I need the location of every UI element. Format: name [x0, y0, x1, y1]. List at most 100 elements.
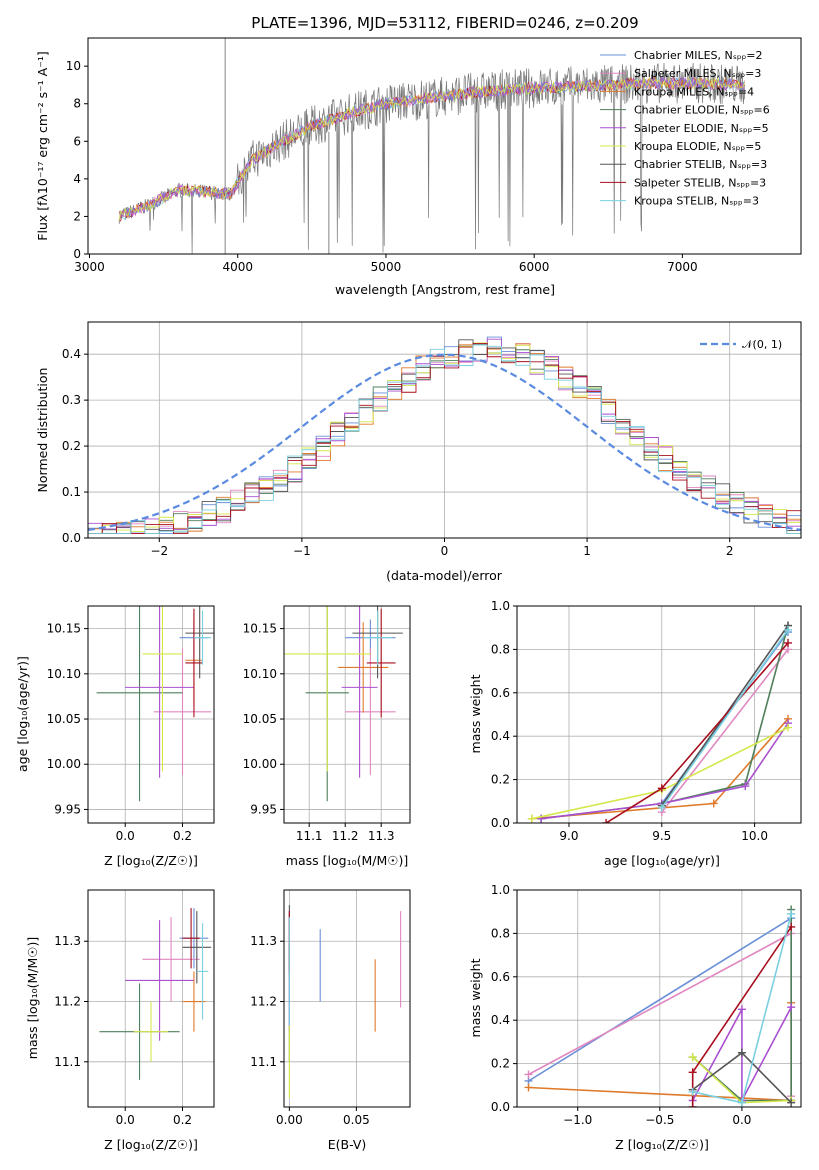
spectrum-ytick-label-4: 8 [73, 97, 81, 111]
weight-vs-Z-marker-1-0 [524, 1070, 533, 1079]
age-vs-Z-ytick-label-4: 10.15 [47, 622, 81, 636]
age-vs-mass-frame [283, 605, 411, 824]
legend-label-0: Chabrier MILES, Nₛₚₚ=2 [634, 49, 763, 62]
weight-vs-Z-marker-6-2 [787, 1098, 796, 1107]
weight-vs-age-ytick-label-4: 0.8 [491, 642, 510, 656]
spectrum-xtick-label-4: 7000 [667, 260, 698, 274]
age-vs-Z-frame [87, 605, 215, 824]
residual-hist-8 [88, 344, 801, 534]
weight-vs-Z-ytick-label-0: 0.0 [491, 1100, 510, 1114]
legend-label-normal: 𝒩(0, 1) [742, 338, 782, 351]
spectrum-title: PLATE=1396, MJD=53112, FIBERID=0246, z=0… [251, 14, 638, 32]
spectrum-panel: PLATE=1396, MJD=53112, FIBERID=0246, z=0… [35, 14, 802, 297]
weight-vs-z-ylabel: mass weight [468, 958, 483, 1037]
weight-vs-Z-ytick-label-2: 0.4 [491, 1013, 510, 1027]
weight-vs-age-marker-8-1 [784, 625, 793, 634]
legend-label-1: Salpeter MILES, Nₛₚₚ=3 [634, 67, 761, 80]
legend-label-4: Salpeter ELODIE, Nₛₚₚ=5 [634, 122, 769, 135]
weight-vs-age-series-8 [661, 629, 789, 809]
age-vs-mass-xtick-label-2: 11.3 [368, 829, 395, 843]
mass-vs-EBV-ytick-label-0: 11.1 [250, 1055, 277, 1069]
model-spectrum-5 [118, 76, 746, 222]
weight-vs-age-marker-4-2 [741, 782, 750, 791]
spectrum-plot-area [118, 38, 746, 254]
age-vs-mass-xlabel: mass [log₁₀(M/M☉)] [286, 853, 408, 868]
age-vs-Z-ytick-label-0: 9.95 [54, 802, 81, 816]
mass-vs-EBV-plot-area [288, 905, 402, 1098]
weight-vs-Z-plot-area [524, 905, 796, 1107]
age-vs-mass-ytick-label-2: 10.05 [243, 712, 277, 726]
legend-label-8: Kroupa STELIB, Nₛₚₚ=3 [634, 195, 759, 208]
weight-vs-Z-ytick-label-4: 0.8 [491, 926, 510, 940]
spectrum-legend: Chabrier MILES, Nₛₚₚ=2 Salpeter MILES, Nₛ… [600, 49, 770, 208]
weight-vs-Z-marker-8-1 [737, 1098, 746, 1107]
weight-vs-age-xtick-label-0: 9.0 [559, 829, 578, 843]
mass-vs-EBV-frame [283, 889, 411, 1108]
mass-vs-Z-xtick-label-0: 0.0 [116, 1113, 135, 1127]
mass-vs-Z-ytick-label-0: 11.1 [54, 1055, 81, 1069]
weight-vs-Z-marker-4-3 [787, 1003, 796, 1012]
spectrum-xtick-label-2: 5000 [371, 260, 402, 274]
residuals-frame [87, 321, 802, 539]
spectrum-ylabel: Flux [fλ10⁻¹⁷ erg cm⁻² s⁻¹ A⁻¹] [35, 51, 50, 240]
weight-vs-age-series-4 [541, 722, 789, 820]
mass-vs-ebv-xlabel: E(B-V) [328, 1137, 367, 1152]
legend-label-2: Kroupa MILES, Nₛₚₚ=4 [634, 85, 754, 98]
weight-vs-Z-marker-5-0 [688, 1053, 697, 1062]
spectrum-xtick-label-1: 4000 [222, 260, 253, 274]
spectrum-ytick-label-2: 4 [73, 172, 81, 186]
residuals-ylabel: Normed distribution [35, 368, 50, 493]
spectrum-ytick-label-0: 0 [73, 247, 81, 261]
weight-vs-Z-xtick-label-1: −0.5 [645, 1113, 674, 1127]
weight-vs-age-xtick-label-1: 9.5 [652, 829, 671, 843]
weight-vs-age-ytick-label-0: 0.0 [491, 816, 510, 830]
mass-vs-Z-ytick-label-2: 11.3 [54, 934, 81, 948]
mass-vs-z-xlabel: Z [log₁₀(Z/Z☉)] [104, 1137, 198, 1152]
residuals-ytick-label-3: 0.3 [62, 393, 81, 407]
weight-vs-Z-ytick-label-1: 0.2 [491, 1057, 510, 1071]
age-vs-z-ylabel: age [log₁₀(age/yr)] [15, 656, 30, 772]
weight-vs-age-plot-area [527, 621, 793, 823]
legend-label-5: Kroupa ELODIE, Nₛₚₚ=5 [634, 140, 761, 153]
weight-vs-age-marker-5-2 [784, 723, 793, 732]
mass-vs-Z-ytick-label-1: 11.2 [54, 995, 81, 1009]
residuals-plot-area [88, 336, 801, 534]
weight-vs-Z-marker-2-0 [524, 1083, 533, 1092]
weight-vs-Z-ytick-label-3: 0.6 [491, 970, 510, 984]
spectrum-ytick-label-3: 6 [73, 134, 81, 148]
weight-vs-Z-marker-7-1 [688, 1068, 697, 1077]
mass-vs-EBV-ytick-label-2: 11.3 [250, 934, 277, 948]
weight-vs-age-series-1 [661, 648, 789, 813]
weight-vs-age-ytick-label-2: 0.4 [491, 729, 510, 743]
weight-vs-metallicity-panel: Z [log₁₀(Z/Z☉)] mass weight −1.0 −0.5 0.0 0… [468, 883, 802, 1152]
age-vs-mass-ytick-label-0: 9.95 [250, 802, 277, 816]
weight-vs-Z-marker-8-0 [688, 1087, 697, 1096]
weight-vs-age-marker-5-0 [527, 814, 536, 823]
weight-vs-Z-marker-7-0 [688, 1103, 697, 1107]
residuals-xtick-label-4: 2 [726, 544, 734, 558]
mass-vs-Z-plot-area [99, 908, 212, 1080]
weight-vs-age-ylabel: mass weight [468, 674, 483, 753]
age-vs-mass-ytick-label-3: 10.10 [243, 667, 277, 681]
weight-vs-Z-series-0 [528, 917, 792, 1082]
spectrum-xlabel: wavelength [Angstrom, rest frame] [335, 282, 555, 297]
spectrum-ytick-label-1: 2 [73, 209, 81, 223]
mass-vs-EBV-ytick-label-1: 11.2 [250, 995, 277, 1009]
residuals-ytick-label-1: 0.1 [62, 485, 81, 499]
weight-vs-age-marker-7-2 [784, 638, 793, 647]
residuals-xlabel: (data-model)/error [386, 568, 503, 583]
spectrum-ytick-label-5: 10 [66, 59, 81, 73]
weight-vs-Z-xtick-label-0: −1.0 [563, 1113, 592, 1127]
residuals-xtick-label-1: −1 [293, 544, 311, 558]
weight-vs-Z-marker-4-1 [737, 1005, 746, 1014]
age-vs-metallicity-panel: Z [log₁₀(Z/Z☉)] age [log₁₀(age/yr)] 0.0 0… [15, 605, 215, 868]
weight-vs-Z-marker-6-1 [737, 1048, 746, 1057]
weight-vs-age-marker-7-1 [657, 784, 666, 793]
weight-vs-z-xlabel: Z [log₁₀(Z/Z☉)] [615, 1137, 709, 1152]
age-vs-Z-xtick-label-1: 0.2 [173, 829, 192, 843]
weight-vs-age-ytick-label-1: 0.2 [491, 773, 510, 787]
legend-label-3: Chabrier ELODIE, Nₛₚₚ=6 [634, 104, 770, 117]
age-vs-Z-ytick-label-3: 10.10 [47, 667, 81, 681]
age-vs-Z-ytick-label-2: 10.05 [47, 712, 81, 726]
age-vs-mass-ytick-label-4: 10.15 [243, 622, 277, 636]
